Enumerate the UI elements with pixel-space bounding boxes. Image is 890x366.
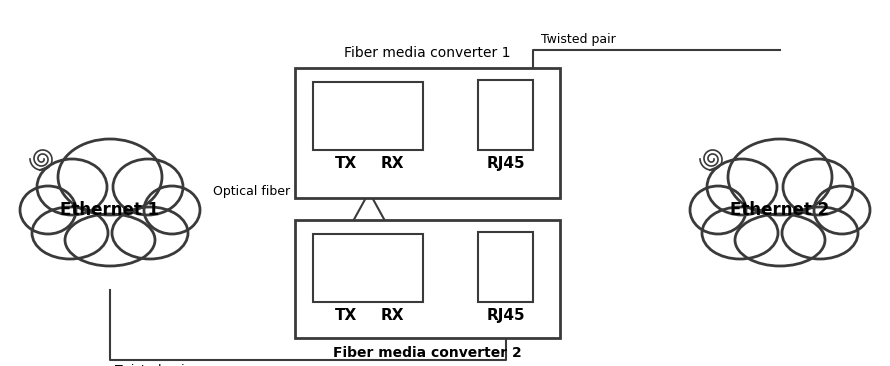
Ellipse shape <box>707 159 777 215</box>
Ellipse shape <box>783 159 853 215</box>
Bar <box>478 232 533 302</box>
Ellipse shape <box>37 159 107 215</box>
Text: RJ45: RJ45 <box>486 308 525 323</box>
Text: Twisted pair: Twisted pair <box>541 33 616 46</box>
Text: Optical fiber: Optical fiber <box>213 186 290 198</box>
Ellipse shape <box>32 207 108 259</box>
Text: TX: TX <box>335 156 357 171</box>
Ellipse shape <box>113 159 183 215</box>
Ellipse shape <box>65 214 155 266</box>
Ellipse shape <box>690 186 746 234</box>
Bar <box>313 82 423 150</box>
Ellipse shape <box>814 186 870 234</box>
Text: Ethernet 1: Ethernet 1 <box>61 201 159 219</box>
Ellipse shape <box>702 207 778 259</box>
Text: Ethernet 2: Ethernet 2 <box>731 201 829 219</box>
Text: Fiber media converter 1: Fiber media converter 1 <box>344 46 511 60</box>
Ellipse shape <box>20 186 76 234</box>
Bar <box>478 80 533 150</box>
Ellipse shape <box>735 214 825 266</box>
Text: Twisted pair: Twisted pair <box>115 364 190 366</box>
Bar <box>295 68 560 198</box>
Bar <box>313 234 423 302</box>
Text: Fiber media converter 2: Fiber media converter 2 <box>333 346 522 360</box>
Text: RX: RX <box>380 308 404 323</box>
Text: RJ45: RJ45 <box>486 156 525 171</box>
Ellipse shape <box>58 139 162 215</box>
Ellipse shape <box>112 207 188 259</box>
Ellipse shape <box>144 186 200 234</box>
Text: TX: TX <box>335 308 357 323</box>
Bar <box>295 220 560 338</box>
Ellipse shape <box>728 139 832 215</box>
Text: RX: RX <box>380 156 404 171</box>
Ellipse shape <box>782 207 858 259</box>
